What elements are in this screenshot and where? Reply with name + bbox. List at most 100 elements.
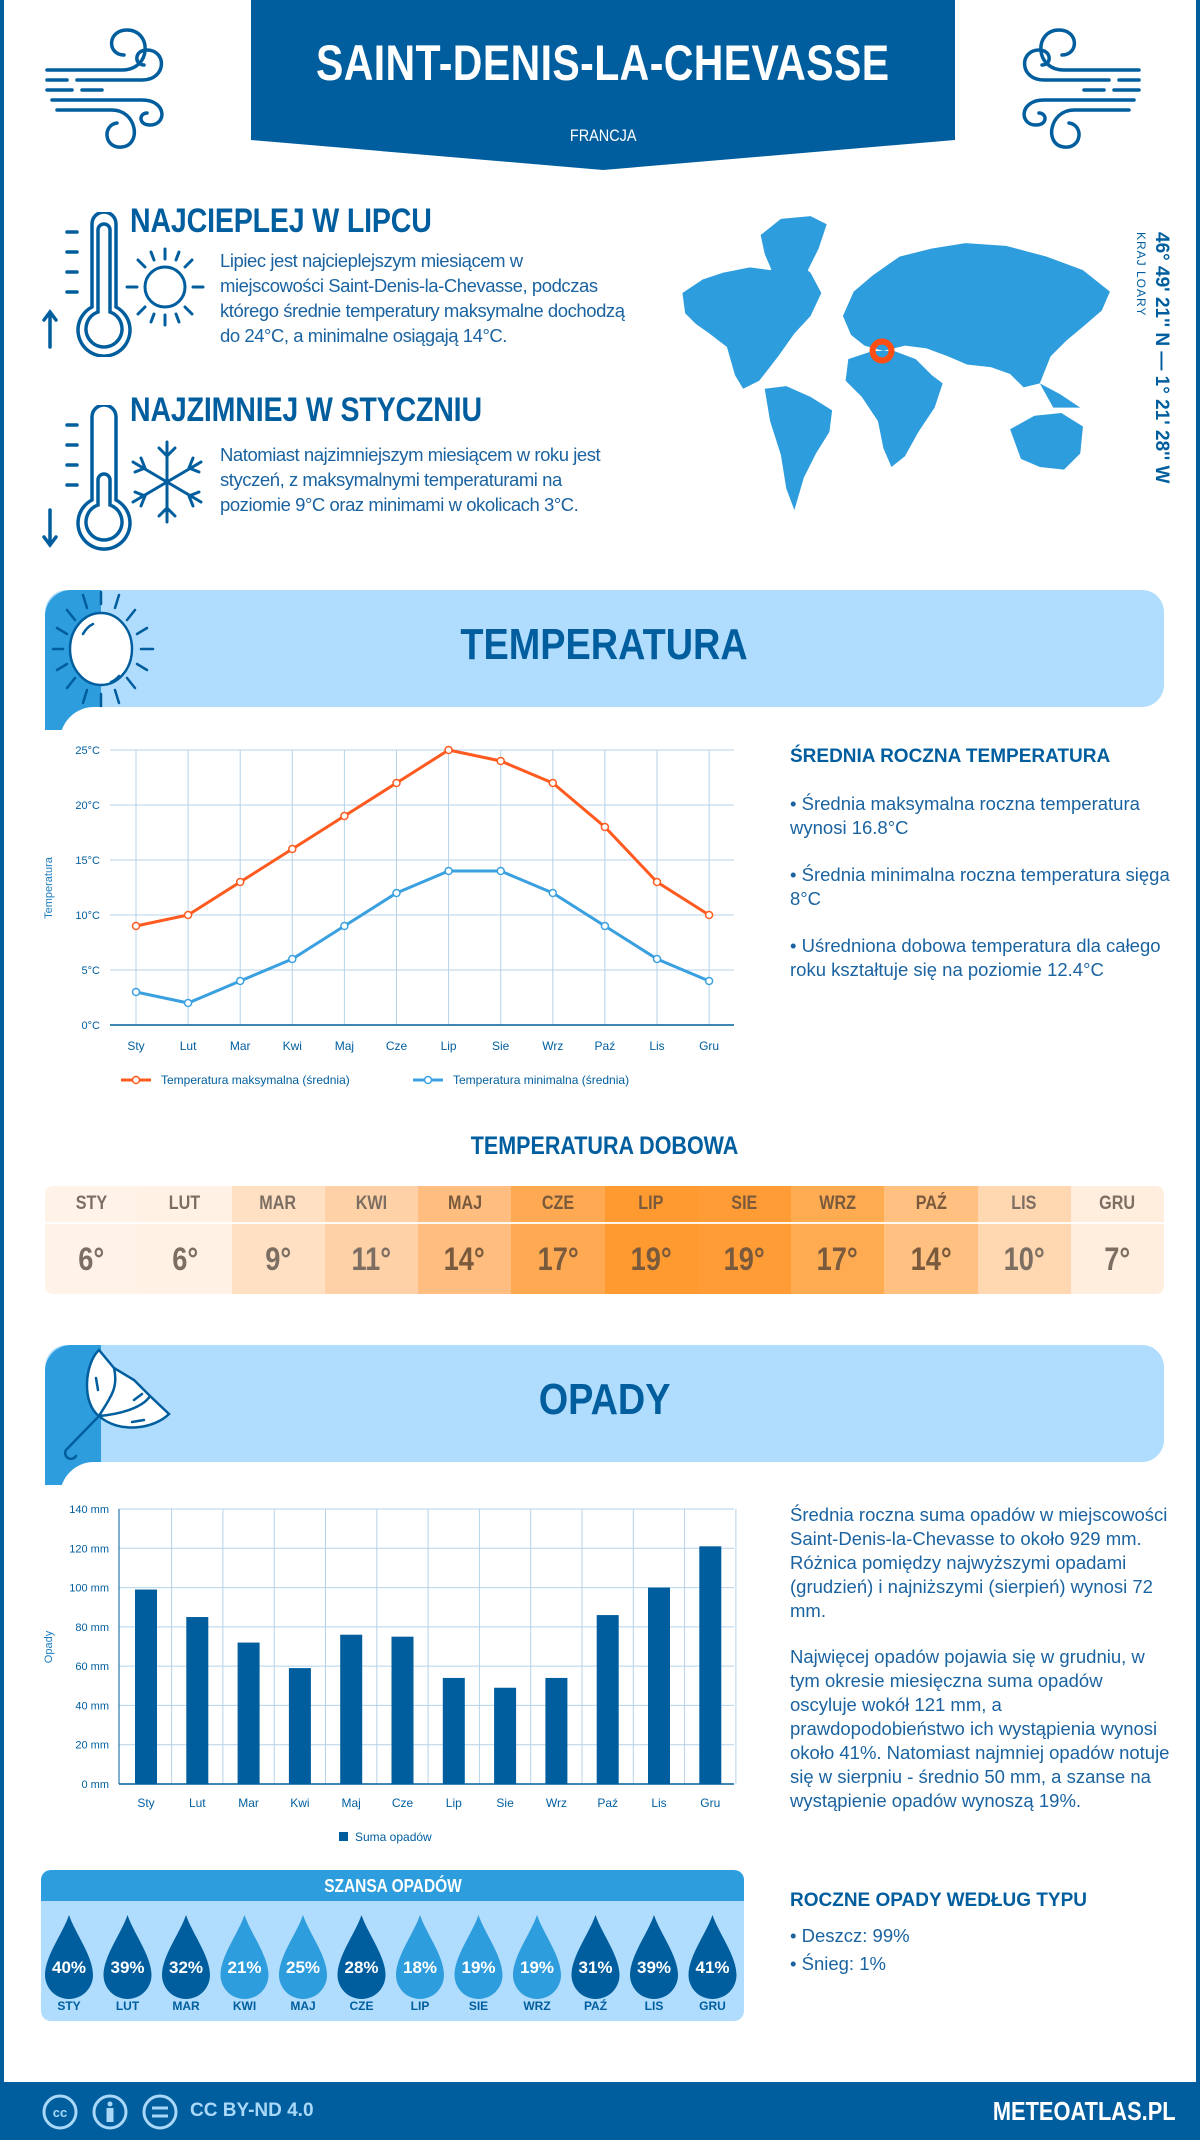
- daily-temp-month: MAJ: [418, 1186, 512, 1224]
- precip-chance-value: 39%: [110, 1958, 144, 1977]
- raindrop-icon: [337, 1915, 386, 1999]
- raindrop-icon: [162, 1915, 210, 1999]
- daily-temp-value: 6°: [78, 1240, 105, 1277]
- x-tick-label: Lut: [189, 1796, 206, 1810]
- y-tick-label: 60 mm: [75, 1661, 109, 1673]
- bar: [596, 1615, 619, 1784]
- data-point: [652, 954, 662, 964]
- daily-temp-cell: SIE 19°: [697, 1186, 791, 1294]
- daily-temp-value: 14°: [444, 1240, 486, 1277]
- coldest-heading: NAJZIMNIEJ W STYCZNIU: [130, 391, 482, 429]
- precip-chance-month: MAJ: [290, 1999, 315, 2013]
- daily-temp-value: 6°: [171, 1240, 198, 1277]
- x-tick-label: Sty: [137, 1796, 154, 1810]
- data-point: [392, 888, 401, 898]
- x-tick-label: Cze: [386, 1039, 408, 1053]
- y-tick-label: 20 mm: [75, 1740, 109, 1752]
- precip-chance-month: STY: [57, 1999, 80, 2013]
- precipitation-chart: 0 mm 20 mm 40 mm 60 mm 80 mm 100 mm 120 mm 140 …: [43, 1504, 737, 1844]
- precip-chance-value: 40%: [52, 1958, 86, 1977]
- daily-temp-title: TEMPERATURA DOBOWA: [470, 1132, 739, 1160]
- daily-temp-month: PAŹ: [884, 1186, 978, 1224]
- daily-temp-month: KWI: [324, 1186, 418, 1224]
- precip-chance-month: SIE: [469, 1999, 488, 2013]
- banner-curve: [60, 1462, 320, 1522]
- y-tick-label: 40 mm: [75, 1700, 109, 1712]
- temp-summary-bullet: • Średnia minimalna roczna temperatura s…: [790, 864, 1170, 909]
- thermometer-up-icon: [42, 212, 132, 357]
- data-point: [340, 921, 349, 931]
- x-tick-label: Wrz: [542, 1039, 563, 1053]
- data-point: [548, 778, 558, 788]
- daily-temp-value: 7°: [1104, 1240, 1131, 1277]
- data-point: [235, 877, 245, 887]
- temperature-banner: [45, 590, 1164, 707]
- daily-temp-cell: LIS 10°: [977, 1186, 1071, 1294]
- bar: [648, 1587, 670, 1784]
- warmest-heading: NAJCIEPLEJ W LIPCU: [130, 202, 432, 240]
- daily-temp-value: 14°: [910, 1240, 952, 1277]
- precip-chance-month: PAŹ: [584, 1998, 607, 2013]
- daily-temp-value: 19°: [630, 1240, 672, 1277]
- daily-temp-cell: CZE 17°: [511, 1186, 605, 1294]
- daily-temp-value: 11°: [351, 1240, 392, 1277]
- precip-chance-value: 32%: [169, 1958, 203, 1977]
- y-tick-label: 0°C: [82, 1020, 101, 1032]
- data-point: [235, 976, 245, 986]
- daily-temp-month: SIE: [697, 1186, 791, 1224]
- bar: [545, 1677, 568, 1784]
- location-marker: [869, 338, 895, 364]
- temp-summary-heading: ŚREDNIA ROCZNA TEMPERATURA: [790, 746, 1111, 767]
- daily-temp-value: 17°: [817, 1240, 859, 1277]
- bar: [288, 1668, 311, 1784]
- daily-temp-cell: MAR 9°: [231, 1186, 325, 1294]
- brand-link[interactable]: METEOATLAS.PL: [993, 2096, 1176, 2126]
- daily-temp-cell: MAJ 14°: [418, 1186, 512, 1294]
- daily-temp-month: LIP: [604, 1186, 698, 1224]
- precip-type-snow: • Śnieg: 1%: [790, 1953, 886, 1974]
- x-tick-label: Paź: [595, 1039, 616, 1053]
- header-banner: SAINT-DENIS-LA-CHEVASSE FRANCJA: [251, 0, 955, 170]
- daily-temp-month: LIS: [977, 1186, 1071, 1224]
- data-point: [288, 954, 297, 964]
- data-point: [600, 921, 610, 931]
- license-icons: cc: [42, 2094, 178, 2130]
- precipitation-banner: [45, 1345, 1164, 1462]
- warmest-text: Lipiec jest najcieplejszym miesiącem w m…: [220, 250, 625, 346]
- series-line: [135, 869, 710, 1005]
- y-tick-label: 120 mm: [69, 1543, 109, 1555]
- legend-label: Temperatura maksymalna (średnia): [161, 1073, 350, 1087]
- data-point: [704, 976, 714, 986]
- x-tick-label: Maj: [335, 1039, 354, 1053]
- raindrop-icon: [220, 1915, 269, 1999]
- daily-temp-table: STY 6° LUT 6° MAR 9° KWI 11° MAJ 14° CZE 17° LIP 19° S…: [45, 1186, 1164, 1294]
- precip-chance-title: SZANSA OPADÓW: [41, 1870, 744, 1901]
- daily-temp-cell: LUT 6°: [138, 1186, 232, 1294]
- data-point: [183, 998, 193, 1008]
- precip-chance-month: GRU: [699, 1999, 726, 2013]
- data-point: [444, 866, 453, 876]
- raindrop-icon: [103, 1915, 152, 1999]
- sun-icon: [51, 590, 155, 708]
- daily-temp-month: LUT: [138, 1186, 232, 1224]
- precip-summary-text: Średnia roczna suma opadów w miejscowośc…: [790, 1504, 1168, 1621]
- temp-summary-bullet: • Uśredniona dobowa temperatura dla całe…: [790, 935, 1161, 980]
- y-tick-label: 15°C: [75, 855, 100, 867]
- raindrop-icon: [630, 1915, 678, 1999]
- y-axis-label: Opady: [43, 1630, 55, 1663]
- precip-chance-month: KWI: [233, 1999, 256, 2013]
- coordinates: 46° 49' 21'' N — 1° 21' 28'' W: [1151, 232, 1172, 484]
- precip-chance-month: CZE: [350, 1999, 374, 2013]
- y-tick-label: 140 mm: [69, 1504, 109, 1516]
- x-tick-label: Mar: [230, 1039, 251, 1053]
- page-title: SAINT-DENIS-LA-CHEVASSE: [316, 35, 890, 91]
- y-tick-label: 80 mm: [75, 1622, 109, 1634]
- legend-label: Temperatura minimalna (średnia): [453, 1073, 629, 1087]
- bar: [391, 1636, 414, 1784]
- x-tick-label: Maj: [342, 1796, 361, 1810]
- bar: [186, 1617, 209, 1784]
- wind-icon: [1022, 28, 1141, 149]
- x-tick-label: Lip: [441, 1039, 457, 1053]
- y-tick-label: 25°C: [75, 745, 100, 757]
